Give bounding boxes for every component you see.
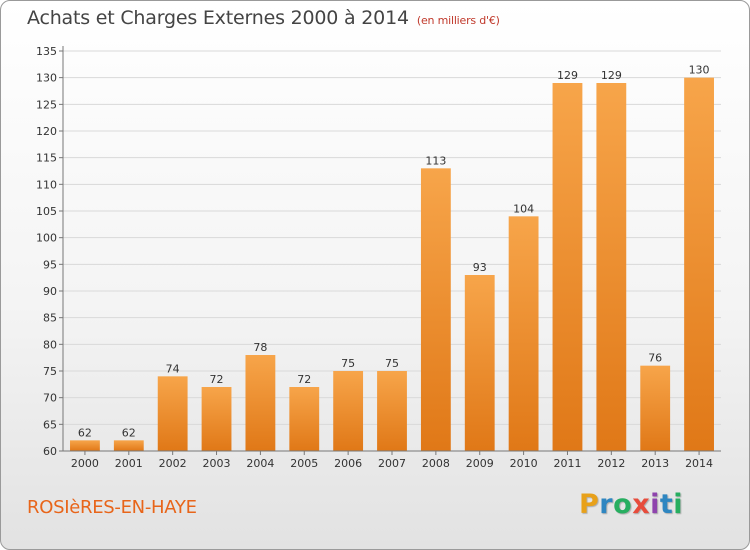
bar-value-label: 76 — [648, 352, 662, 365]
logo-letter: r — [599, 489, 614, 520]
x-tick-label: 2006 — [334, 457, 362, 470]
y-tick-label: 135 — [36, 45, 57, 58]
x-tick-label: 2010 — [510, 457, 538, 470]
bar — [113, 440, 144, 451]
logo-letter: t — [659, 489, 674, 520]
bars: 62 62 74 72 78 72 75 75 113 93 104 129 129 76 130 — [70, 64, 714, 452]
bar-value-label: 72 — [297, 373, 311, 386]
y-tick-label: 80 — [43, 338, 57, 351]
bar — [596, 83, 627, 451]
bar — [201, 387, 232, 451]
bar — [70, 440, 100, 451]
bar-value-label: 75 — [341, 357, 355, 370]
commune-name: ROSIèRES-EN-HAYE — [27, 497, 197, 518]
unit-label: (en milliers d'€) — [416, 14, 500, 27]
axes: 60 65 70 75 80 85 90 95 100 105 110 115 120 125 130 135… — [36, 45, 721, 470]
y-tick-label: 85 — [43, 312, 57, 325]
bar — [640, 365, 671, 451]
y-tick-label: 95 — [43, 258, 57, 271]
x-tick-label: 2002 — [159, 457, 187, 470]
logo-letter: x — [632, 489, 651, 520]
bar — [552, 83, 583, 451]
y-tick-label: 120 — [36, 125, 57, 138]
y-tick-label: 75 — [43, 365, 57, 378]
chart-title: Achats et Charges Externes 2000 à 2014 (e… — [27, 7, 500, 29]
bar-value-label: 113 — [425, 154, 446, 167]
x-tick-label: 2009 — [466, 457, 494, 470]
logo-letter: o — [613, 489, 633, 520]
proxiti-logo: Proxiti — [579, 489, 683, 520]
logo-letter: i — [673, 489, 684, 520]
y-tick-label: 105 — [36, 205, 57, 218]
bar — [684, 77, 714, 452]
bar-value-label: 93 — [473, 261, 487, 274]
logo-letter: P — [579, 489, 600, 520]
x-tick-label: 2004 — [246, 457, 274, 470]
y-tick-label: 130 — [36, 72, 57, 85]
x-tick-label: 2001 — [115, 457, 143, 470]
bar-value-label: 130 — [689, 64, 710, 77]
x-tick-label: 2014 — [685, 457, 713, 470]
y-tick-label: 115 — [36, 152, 57, 165]
x-tick-label: 2012 — [597, 457, 625, 470]
bar-value-label: 62 — [78, 426, 92, 439]
bar — [157, 376, 188, 451]
x-tick-label: 2000 — [71, 457, 99, 470]
y-tick-label: 100 — [36, 232, 57, 245]
bar — [289, 387, 320, 451]
bar-value-label: 129 — [601, 69, 622, 82]
bar-value-label: 78 — [253, 341, 267, 354]
bar-value-label: 72 — [210, 373, 224, 386]
y-tick-label: 125 — [36, 98, 57, 111]
bar-value-label: 62 — [122, 426, 136, 439]
bar-value-label: 74 — [166, 362, 180, 375]
x-tick-label: 2005 — [290, 457, 318, 470]
x-tick-label: 2013 — [641, 457, 669, 470]
bar — [464, 275, 495, 451]
title-text: Achats et Charges Externes 2000 à 2014 — [27, 7, 409, 29]
bar — [245, 355, 276, 451]
bar-value-label: 129 — [557, 69, 578, 82]
bar-value-label: 104 — [513, 202, 534, 215]
x-tick-label: 2008 — [422, 457, 450, 470]
bar-value-label: 75 — [385, 357, 399, 370]
bar — [420, 168, 451, 452]
y-tick-label: 90 — [43, 285, 57, 298]
bar — [508, 216, 539, 451]
y-tick-label: 60 — [43, 445, 57, 458]
x-tick-label: 2007 — [378, 457, 406, 470]
logo-letter: i — [650, 489, 660, 520]
bar — [377, 371, 407, 451]
y-tick-label: 65 — [43, 418, 57, 431]
y-tick-label: 110 — [36, 178, 57, 191]
bar — [333, 371, 364, 451]
x-tick-label: 2011 — [553, 457, 581, 470]
x-tick-label: 2003 — [203, 457, 231, 470]
y-tick-label: 70 — [43, 392, 57, 405]
